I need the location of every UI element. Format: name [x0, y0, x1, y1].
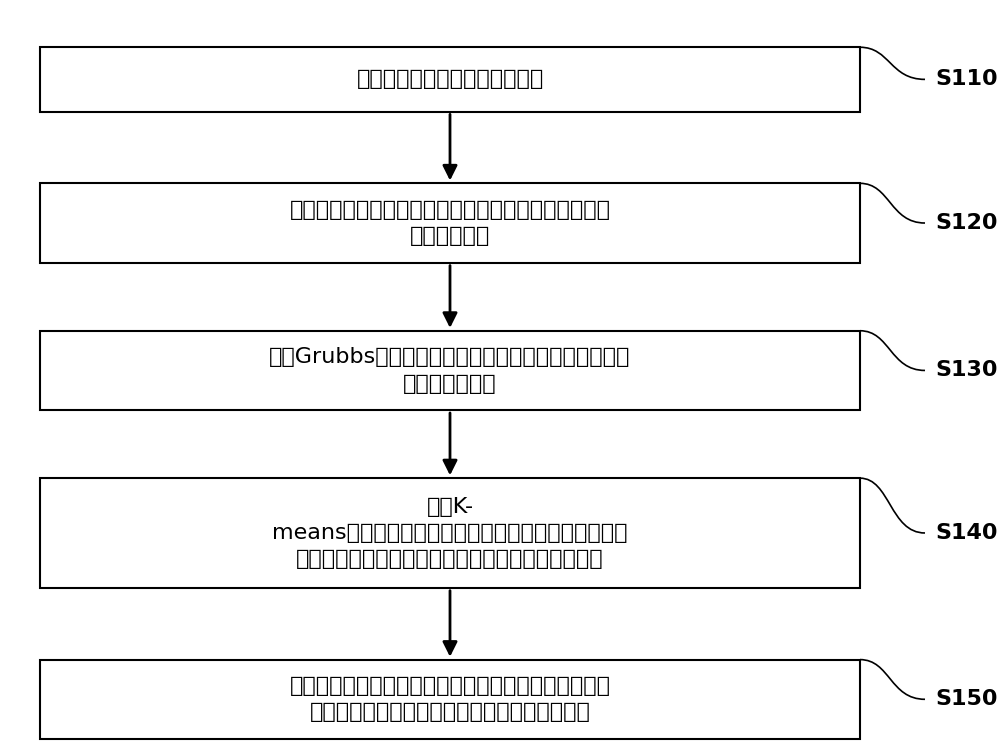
FancyBboxPatch shape	[40, 47, 860, 112]
Text: 对所述交通数据进行预处理，并对预处理后得到的结果
数据进行存储: 对所述交通数据进行预处理，并对预处理后得到的结果 数据进行存储	[290, 200, 610, 246]
FancyBboxPatch shape	[40, 184, 860, 263]
FancyBboxPatch shape	[40, 479, 860, 588]
Text: 根据K-
means聚类算法对相同天气条件下单周期城市道路交叉
口的平均车头时距进行聚类分析，得到聚类分析结果: 根据K- means聚类算法对相同天气条件下单周期城市道路交叉 口的平均车头时距…	[272, 497, 628, 569]
Text: 根据Grubbs算法实时计算并存储单周期城市道路交叉口
的平均车头时距: 根据Grubbs算法实时计算并存储单周期城市道路交叉口 的平均车头时距	[269, 347, 631, 394]
Text: S150: S150	[935, 689, 998, 709]
FancyBboxPatch shape	[40, 331, 860, 410]
Text: S140: S140	[935, 523, 998, 543]
Text: S120: S120	[935, 213, 998, 233]
Text: 采集城市道路交叉口的交通数据: 采集城市道路交叉口的交通数据	[356, 70, 544, 89]
Text: S130: S130	[935, 361, 998, 380]
Text: 根据所述聚类分析结果计算饱和情况下车头时距的均值
，得到不同天气条件下城市道路交叉口饱和流率: 根据所述聚类分析结果计算饱和情况下车头时距的均值 ，得到不同天气条件下城市道路交…	[290, 676, 610, 723]
Text: S110: S110	[935, 70, 998, 89]
FancyBboxPatch shape	[40, 659, 860, 739]
